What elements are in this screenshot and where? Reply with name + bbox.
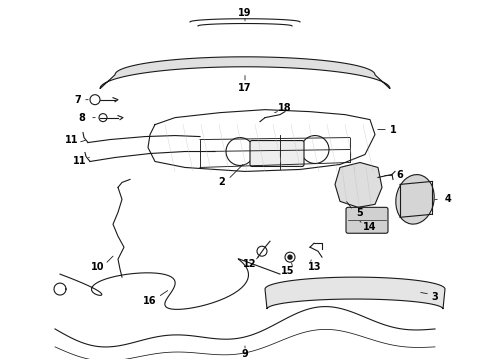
Text: 8: 8 [78, 113, 85, 123]
FancyBboxPatch shape [250, 140, 304, 166]
Text: 13: 13 [308, 262, 322, 272]
Text: 16: 16 [143, 296, 157, 306]
Text: 5: 5 [357, 208, 364, 218]
Text: 14: 14 [363, 222, 377, 232]
FancyBboxPatch shape [346, 207, 388, 233]
Text: 17: 17 [238, 83, 252, 93]
Circle shape [288, 255, 292, 259]
Text: 1: 1 [390, 125, 396, 135]
Text: 9: 9 [242, 349, 248, 359]
Polygon shape [265, 277, 445, 309]
Polygon shape [100, 57, 390, 89]
Text: 19: 19 [238, 8, 252, 18]
Text: 7: 7 [74, 95, 81, 105]
Text: 2: 2 [219, 177, 225, 188]
Text: 18: 18 [278, 103, 292, 113]
Ellipse shape [396, 175, 434, 224]
Text: 11: 11 [73, 157, 87, 166]
Text: 10: 10 [91, 262, 105, 272]
Text: 11: 11 [65, 135, 79, 145]
Text: 12: 12 [243, 259, 257, 269]
Text: 15: 15 [281, 266, 295, 276]
Polygon shape [335, 162, 382, 207]
Text: 3: 3 [432, 292, 439, 302]
Text: 6: 6 [396, 170, 403, 180]
Text: 4: 4 [444, 194, 451, 204]
